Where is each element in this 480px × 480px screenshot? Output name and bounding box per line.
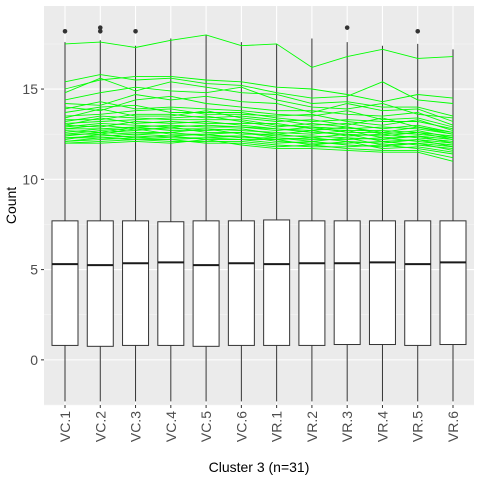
profile-line — [64, 122, 454, 139]
outlier-point — [415, 28, 421, 34]
box-iqr — [227, 220, 255, 346]
profile-line — [64, 115, 454, 135]
box-iqr — [298, 220, 326, 346]
profile-line — [64, 128, 454, 144]
profile-line — [65, 113, 454, 133]
x-tick-label: VR.5 — [410, 411, 426, 442]
profile-line — [64, 74, 454, 104]
x-tick-label: VR.4 — [374, 411, 390, 442]
boxplot-VR.3 — [333, 25, 361, 402]
profile-line — [64, 86, 454, 119]
profile-line — [64, 115, 454, 135]
outlier-point — [344, 25, 350, 30]
profile-line — [64, 121, 454, 139]
boxplots — [51, 25, 467, 402]
profile-line — [64, 137, 454, 153]
box-iqr — [404, 220, 432, 346]
outlier-point — [97, 28, 103, 34]
profile-line — [64, 133, 454, 148]
profile-line — [64, 133, 454, 151]
profile-line — [65, 124, 454, 141]
profile-line — [64, 94, 454, 122]
outlier-point — [133, 28, 138, 34]
boxplot-VC.1 — [51, 28, 79, 402]
x-tick-label: VC.2 — [92, 411, 108, 442]
x-tick-label: VC.5 — [198, 411, 214, 442]
boxplot-VR.6 — [439, 49, 467, 402]
profile-line — [65, 139, 454, 162]
x-axis-title: Cluster 3 (n=31) — [209, 459, 310, 475]
box-iqr — [439, 220, 467, 346]
x-tick-label: VR.6 — [445, 411, 461, 442]
boxplot-VC.5 — [192, 34, 220, 402]
box-iqr — [51, 220, 79, 346]
x-axis-ticks: VC.1 VC.2 VC.3 VC.4 VC.5 VC.6 VR.1 VR.2 VR.3 VR.4… — [57, 405, 461, 442]
box-iqr — [368, 220, 396, 346]
boxplot-VC.3 — [122, 28, 150, 402]
boxplot-VR.4 — [368, 45, 396, 402]
box-iqr — [192, 220, 220, 347]
x-tick-label: VR.3 — [339, 411, 355, 442]
y-tick-label: 5 — [30, 262, 38, 278]
profile-line — [64, 34, 454, 68]
box-iqr — [86, 220, 114, 347]
profile-line — [64, 75, 454, 103]
profile-line — [64, 108, 454, 132]
y-tick-label: 15 — [22, 81, 38, 97]
profile-line — [64, 126, 454, 142]
box-iqr — [333, 220, 361, 346]
x-tick-label: VC.6 — [233, 411, 249, 442]
x-tick-label: VR.2 — [304, 411, 320, 442]
x-tick-label: VR.1 — [269, 411, 285, 442]
boxplot-VR.2 — [298, 38, 326, 402]
profile-lines — [64, 34, 454, 162]
profile-line — [65, 135, 454, 150]
outlier-point — [97, 25, 103, 30]
x-tick-label: VC.4 — [163, 411, 179, 442]
y-tick-label: 10 — [22, 171, 38, 187]
profile-line — [64, 139, 454, 159]
y-axis-title: Count — [3, 187, 19, 224]
y-tick-label: 0 — [30, 352, 38, 368]
profile-line — [64, 95, 454, 126]
profile-line — [65, 128, 454, 146]
x-tick-label: VC.3 — [128, 411, 144, 442]
boxplot-VR.1 — [263, 43, 291, 402]
box-iqr — [263, 219, 291, 346]
x-tick-label: VC.1 — [57, 411, 73, 442]
boxplot-VC.2 — [86, 25, 114, 402]
y-axis-ticks: 0 5 10 15 — [22, 81, 44, 368]
outlier-point — [62, 28, 68, 34]
plot-panel — [44, 6, 474, 405]
boxplot-VC.4 — [157, 38, 185, 402]
profile-line — [64, 137, 454, 155]
boxplot-VR.5 — [404, 28, 432, 402]
box-iqr — [157, 221, 185, 346]
box-iqr — [122, 220, 150, 346]
boxplot-VC.6 — [227, 42, 255, 402]
